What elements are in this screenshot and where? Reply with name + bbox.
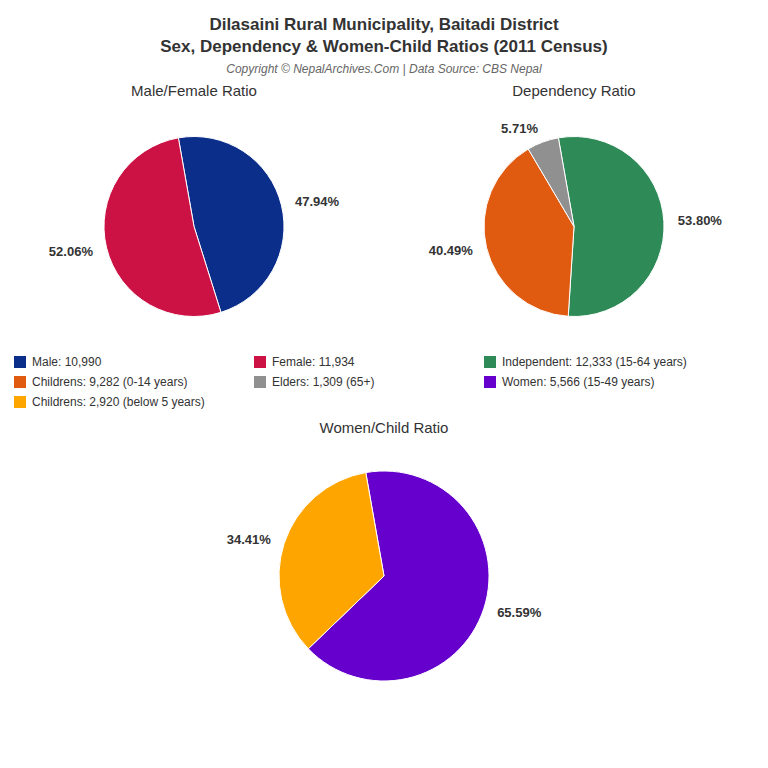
- html-text:Childrens: 9,282 (0-14 years): Childrens: 9,282 (0-14 years): [32, 375, 188, 389]
- html-text:Women: 5,566 (15-49 years): Women: 5,566 (15-49 years): [502, 375, 655, 389]
- html-text:Copyright © NepalArchives.Com: Copyright © NepalArchives.Com | Data Sou…: [226, 62, 542, 76]
- svg-text:34.41%: 34.41%: [227, 532, 272, 547]
- svg-text:40.49%: 40.49%: [429, 243, 474, 258]
- html-text:Dilasaini Rural Municipality,: Dilasaini Rural Municipality, Baitadi Di…: [209, 15, 559, 34]
- svg-text:47.94%: 47.94%: [295, 194, 340, 209]
- html-text:Male/Female Ratio: Male/Female Ratio: [131, 82, 257, 99]
- html-text:Sex, Dependency & Women-Child: Sex, Dependency & Women-Child Ratios (20…: [160, 37, 608, 56]
- html-text:Dependency Ratio: Dependency Ratio: [512, 82, 636, 99]
- svg-text:52.06%: 52.06%: [49, 244, 94, 259]
- html-text:Women/Child Ratio: Women/Child Ratio: [319, 419, 449, 436]
- html-text:Independent: 12,333 (15-64 yea: Independent: 12,333 (15-64 years): [502, 355, 687, 369]
- html-text:Elders: 1,309 (65+): Elders: 1,309 (65+): [272, 375, 375, 389]
- svg-text:5.71%: 5.71%: [501, 121, 538, 136]
- html-text:Female: 11,934: Female: 11,934: [272, 355, 355, 369]
- svg-text:53.80%: 53.80%: [678, 213, 723, 228]
- svg-text:65.59%: 65.59%: [497, 605, 542, 620]
- html-text:Male: 10,990: Male: 10,990: [32, 355, 102, 369]
- html-text:Childrens: 2,920 (below 5 year: Childrens: 2,920 (below 5 years): [32, 395, 205, 409]
